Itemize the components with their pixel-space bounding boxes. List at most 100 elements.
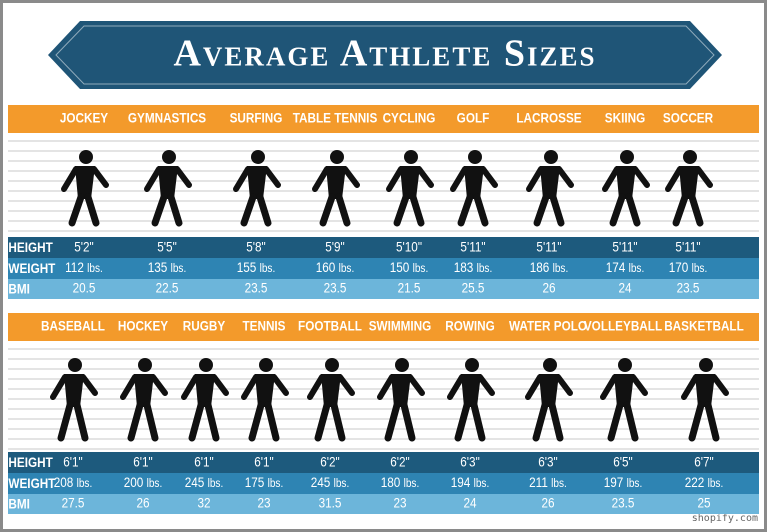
bmi-value: 24 (463, 495, 476, 511)
silhouette-head (395, 358, 409, 372)
weight-value: 186 lbs. (530, 260, 569, 276)
silhouette-arm (632, 166, 650, 188)
silhouette-arm (307, 374, 325, 400)
weight-value: 155 lbs. (237, 260, 276, 276)
height-value: 6'2" (390, 454, 410, 470)
title: Average Athlete Sizes (173, 33, 596, 75)
silhouette-torso (461, 374, 481, 407)
stat-values: 5'11" 174 lbs. 24 (606, 239, 645, 296)
weight-number: 245 (185, 475, 205, 491)
silhouette-arm (377, 374, 395, 400)
weight-value: 200 lbs. (124, 475, 163, 491)
weight-number: 155 (237, 260, 257, 276)
weight-value: 222 lbs. (685, 475, 724, 491)
silhouette-leg (409, 193, 425, 227)
height-value: 6'1" (254, 454, 274, 470)
silhouette-arm (416, 166, 434, 188)
silhouette-head (259, 358, 273, 372)
silhouette-leg (264, 401, 280, 442)
silhouette-leg (607, 401, 624, 442)
silhouette-leg (167, 193, 183, 227)
silhouette-leg (400, 401, 416, 442)
silhouette-arm (50, 374, 68, 400)
silhouette-arm (386, 166, 404, 192)
athlete-silhouette (233, 150, 281, 227)
weight-unit: lbs. (334, 477, 350, 490)
silhouette-arm (555, 374, 573, 396)
weight-unit: lbs. (551, 477, 567, 490)
weight-number: 135 (148, 260, 168, 276)
weight-value: 180 lbs. (381, 475, 420, 491)
silhouette-torso (326, 166, 346, 199)
stat-values: 6'1" 208 lbs. 27.5 (54, 454, 93, 511)
weight-value: 112 lbs. (65, 260, 103, 276)
row-label: WEIGHT (8, 260, 55, 276)
athlete-silhouette (602, 150, 650, 227)
silhouette-arm (144, 166, 162, 192)
bmi-value: 27.5 (62, 495, 85, 511)
title-banner-border (55, 25, 715, 85)
sport-name: LACROSSE (516, 110, 582, 126)
athlete-silhouette (120, 358, 168, 442)
weight-value: 245 lbs. (185, 475, 224, 491)
silhouette-torso (614, 374, 634, 407)
silhouette-torso (400, 166, 420, 199)
weight-unit: lbs. (260, 262, 276, 275)
silhouette-leg (84, 193, 100, 227)
watermark: shopify.com (692, 513, 758, 524)
weight-unit: lbs. (208, 477, 224, 490)
weight-unit: lbs. (77, 477, 93, 490)
silhouette-torso (158, 166, 178, 199)
row-label: BMI (8, 496, 30, 512)
weight-unit: lbs. (474, 477, 490, 490)
silhouette-arm (477, 374, 495, 396)
weight-number: 186 (530, 260, 550, 276)
athlete-silhouette (600, 358, 648, 442)
weight-number: 150 (390, 260, 410, 276)
silhouette-torso (679, 166, 699, 199)
silhouette-torso (75, 166, 95, 199)
sport-name: CYCLING (383, 110, 436, 126)
athlete-silhouette (50, 358, 98, 442)
weight-value: 135 lbs. (148, 260, 187, 276)
height-value: 6'3" (538, 454, 558, 470)
weight-number: 174 (606, 260, 626, 276)
athlete-silhouette (681, 358, 729, 442)
bmi-value: 20.5 (73, 280, 96, 296)
weight-number: 208 (54, 475, 74, 491)
silhouette-arm (681, 374, 699, 400)
stat-row (8, 494, 759, 514)
silhouette-arm (91, 166, 109, 188)
weight-value: 194 lbs. (451, 475, 490, 491)
stat-values: 6'1" 200 lbs. 26 (124, 454, 163, 511)
silhouette-leg (256, 193, 272, 227)
stat-values: 6'7" 222 lbs. 25 (685, 454, 724, 511)
silhouette-head (404, 150, 418, 164)
bmi-value: 24 (618, 280, 631, 296)
athlete-silhouette (665, 150, 713, 227)
sport-name: GOLF (457, 110, 490, 126)
silhouette-head (162, 150, 176, 164)
silhouette-leg (204, 401, 220, 442)
row-label: WEIGHT (8, 475, 55, 491)
sport-name: JOCKEY (60, 110, 109, 126)
athlete-silhouette (386, 150, 434, 227)
stat-values: 6'1" 245 lbs. 32 (185, 454, 224, 511)
athlete-silhouette (181, 358, 229, 442)
weight-number: 112 (65, 260, 84, 276)
silhouette-leg (68, 193, 85, 227)
weight-unit: lbs. (404, 477, 420, 490)
silhouette-torso (616, 166, 636, 199)
stat-values: 6'5" 197 lbs. 23.5 (604, 454, 643, 511)
silhouette-head (79, 150, 93, 164)
weight-number: 175 (245, 475, 265, 491)
silhouette-leg (672, 193, 689, 227)
weight-unit: lbs. (629, 262, 645, 275)
silhouette-arm (233, 166, 251, 192)
silhouette-leg (319, 193, 336, 227)
silhouette-leg (609, 193, 626, 227)
silhouette-arm (665, 166, 683, 192)
sport-name: BASEBALL (41, 318, 105, 334)
silhouette-head (199, 358, 213, 372)
